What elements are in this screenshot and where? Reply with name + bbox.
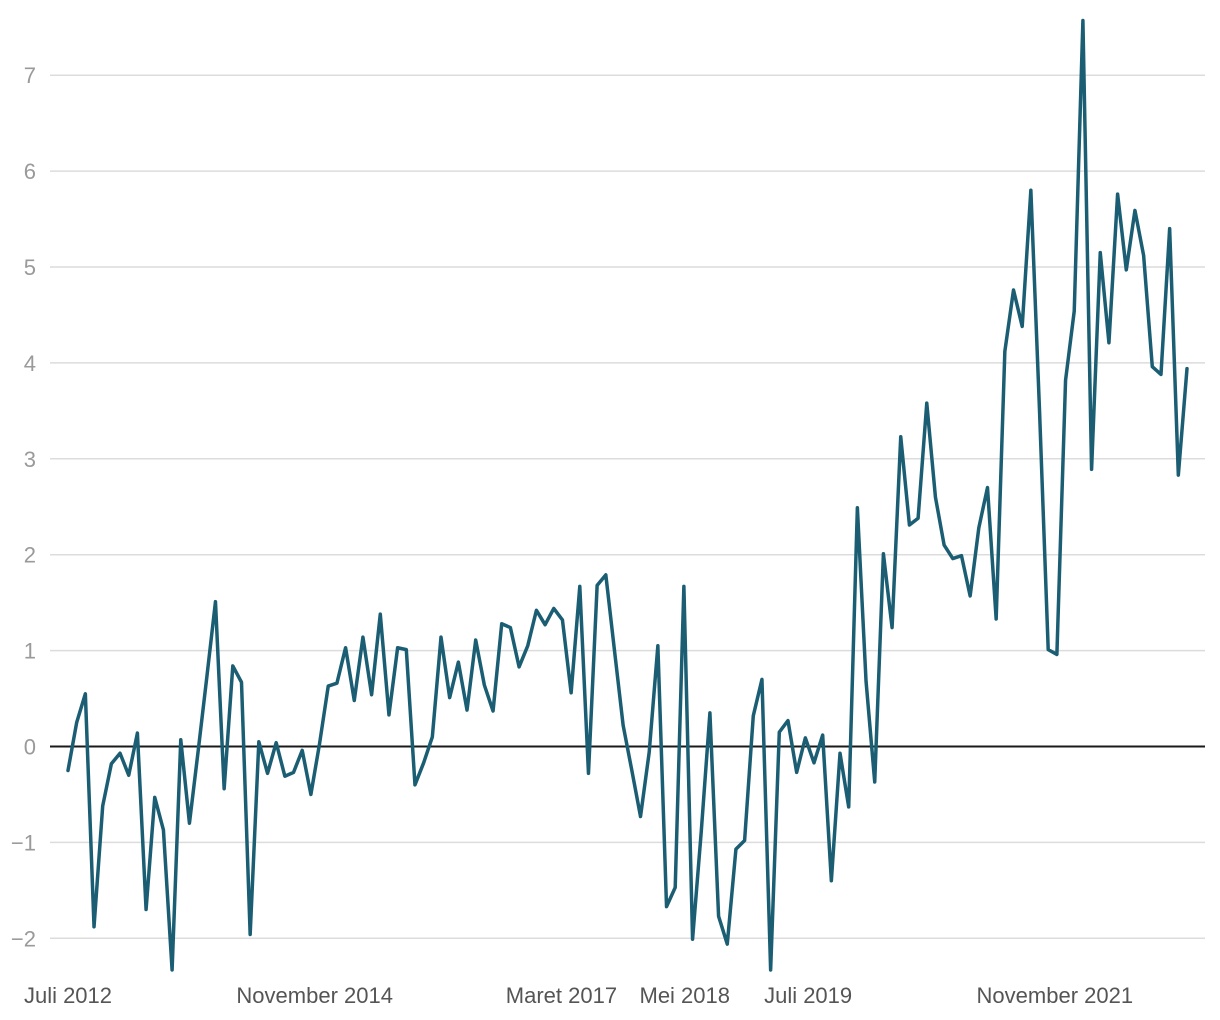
y-tick-label: −2 [11, 926, 36, 951]
x-tick-label: Juli 2019 [764, 983, 852, 1008]
x-tick-label: Maret 2017 [506, 983, 617, 1008]
y-axis-ticks: −2 −1 0 1 2 3 4 5 6 7 [11, 63, 36, 951]
gridlines [50, 74, 1205, 940]
y-tick-label: 4 [24, 351, 36, 376]
y-tick-label: 2 [24, 543, 36, 568]
x-tick-label: Mei 2018 [640, 983, 731, 1008]
y-tick-label: 1 [24, 639, 36, 664]
series-line [66, 18, 1189, 972]
y-tick-label: −1 [11, 830, 36, 855]
y-tick-label: 6 [24, 159, 36, 184]
y-tick-label: 3 [24, 447, 36, 472]
x-axis-ticks: Juli 2012 November 2014 Maret 2017 Mei 2018… [24, 983, 1133, 1008]
x-tick-label: November 2014 [236, 983, 393, 1008]
x-tick-label: November 2021 [977, 983, 1134, 1008]
y-tick-label: 5 [24, 255, 36, 280]
y-tick-label: 0 [24, 735, 36, 760]
x-tick-label: Juli 2012 [24, 983, 112, 1008]
y-tick-label: 7 [24, 63, 36, 88]
